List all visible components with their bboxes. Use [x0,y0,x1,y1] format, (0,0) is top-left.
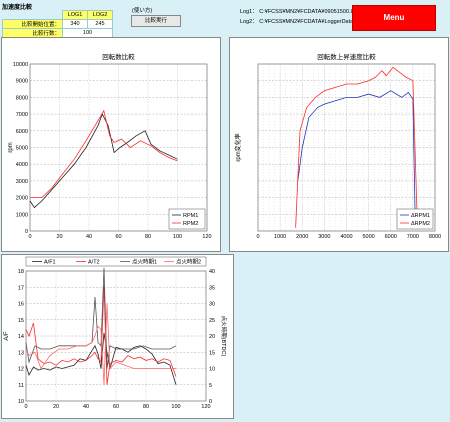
x-tick-label: 20 [53,404,59,410]
y-tick-label: 14 [18,334,24,340]
legend-label: RPM1 [183,213,198,219]
y-tick-label: 6000 [16,129,28,135]
y2-tick-label: 20 [209,334,215,340]
x-tick-label: 0 [28,234,31,240]
x-tick-label: 8000 [429,234,441,240]
series-line [297,90,416,215]
y2-tick-label: 30 [209,302,215,308]
menu-button[interactable]: Menu [352,5,436,31]
y-tick-label: 13 [18,350,24,356]
legend-label: ΔRPM2 [411,221,430,227]
y2-tick-label: 25 [209,318,215,324]
x-tick-label: 80 [145,234,151,240]
legend-label: A/F1 [44,260,56,266]
y2-tick-label: 15 [209,350,215,356]
y2-tick-label: 40 [209,269,215,275]
y-tick-label: 7000 [16,112,28,118]
legend-box [25,256,207,267]
rpm-rise-chart: 回転数上昇速度比較 0 1000 2000 3000 4000 5000 6000 7000 80… [234,52,441,240]
series-line [25,332,177,385]
series-line [25,285,177,385]
y-tick-label: 16 [18,302,24,308]
y2-tick-label: 0 [209,399,212,405]
x-tick-label: 0 [24,404,27,410]
y-tick-label: 2000 [16,196,28,202]
legend-label: 点火時期1 [132,258,157,266]
x-tick-label: 4000 [340,234,352,240]
rpm-rise-chart-panel: 回転数上昇速度比較 0 1000 2000 3000 4000 5000 6000 7000 80… [229,37,449,252]
rpm-compare-chart: 回転数比較 0 20 40 60 80 100 120 0 1000 2000 3000 4000 500… [8,52,212,240]
x-tick-label: 100 [171,404,180,410]
x-tick-label: 6000 [385,234,397,240]
log2-header: LOG2 [87,10,113,20]
series-line [30,109,178,199]
legend-label: A/T2 [88,260,100,266]
run-compare-button[interactable]: 比較実行 [131,15,181,27]
x-tick-label: 80 [143,404,149,410]
y-tick-label: 11 [18,383,24,389]
x-tick-label: 100 [173,234,182,240]
y-tick-label: 10000 [13,62,28,68]
y-tick-label: 10 [18,399,24,405]
y-tick-label: 5000 [16,146,28,152]
y-tick-label: 8000 [16,95,28,101]
log1-path: Log1： C:¥FCSS¥MN2¥FCDATA¥09051500.LOG [240,9,363,15]
log1-header: LOG1 [62,10,88,20]
y-axis-label: rpm [8,142,14,152]
x-tick-label: 5000 [363,234,375,240]
log2-path: Log2： C:¥FCSS¥MN2¥FCDATA¥LoggerData¥0906… [240,19,394,25]
x-tick-label: 20 [56,234,62,240]
y-tick-label: 12 [18,367,24,373]
usage-link[interactable]: (使い方) [132,8,153,14]
start-position-log2-input[interactable]: 245 [87,19,113,29]
x-tick-label: 2000 [296,234,308,240]
start-position-label: 比較開始位置： [2,19,63,29]
y2-tick-label: 5 [209,383,212,389]
series-line [25,303,176,385]
series-line [295,66,418,228]
y-axis-label: A/F [4,331,10,341]
af-ignition-chart: 0 20 40 60 80 100 120 10 11 12 13 14 15 16 17 18 0 5 10 15 2… [4,256,228,410]
y-tick-label: 9000 [16,79,28,85]
legend-label: 点火時期2 [176,258,201,266]
af-ignition-chart-panel: 0 20 40 60 80 100 120 10 11 12 13 14 15 16 17 18 0 5 10 15 2… [1,254,234,419]
series-line [25,267,177,369]
start-position-log1-input[interactable]: 340 [62,19,88,29]
compare-settings-table: LOG1 LOG2 比較開始位置： 340 245 比較行数： 100 [2,10,113,38]
sheet-title: 加速度比較 [2,5,33,11]
chart-title: 回転数比較 [102,52,135,61]
legend-label: ΔRPM1 [411,213,430,219]
x-tick-label: 120 [201,404,210,410]
x-tick-label: 3000 [318,234,330,240]
x-tick-label: 60 [113,404,119,410]
x-tick-label: 40 [83,404,89,410]
x-tick-label: 60 [115,234,121,240]
legend-box [396,208,434,230]
y-tick-label: 1000 [16,212,28,218]
y-tick-label: 3000 [16,179,28,185]
y2-tick-label: 35 [209,285,215,291]
x-tick-label: 7000 [407,234,419,240]
y2-axis-label: 点火時期(BTDC) [220,316,228,357]
x-tick-label: 40 [86,234,92,240]
rpm-compare-chart-panel: 回転数比較 0 20 40 60 80 100 120 0 1000 2000 3000 4000 500… [1,37,221,252]
y-tick-label: 4000 [16,162,28,168]
y-tick-label: 0 [25,229,28,235]
y-axis-label: rpm変化率 [234,133,242,161]
legend-box [168,208,206,230]
y-tick-label: 18 [18,269,24,275]
legend-label: RPM2 [183,221,198,227]
y-tick-label: 15 [18,318,24,324]
x-tick-label: 120 [202,234,211,240]
y-tick-label: 17 [18,285,24,291]
x-tick-label: 1000 [274,234,286,240]
y2-tick-label: 10 [209,367,215,373]
chart-title: 回転数上昇速度比較 [317,52,376,61]
x-tick-label: 0 [256,234,259,240]
series-line [29,113,178,209]
